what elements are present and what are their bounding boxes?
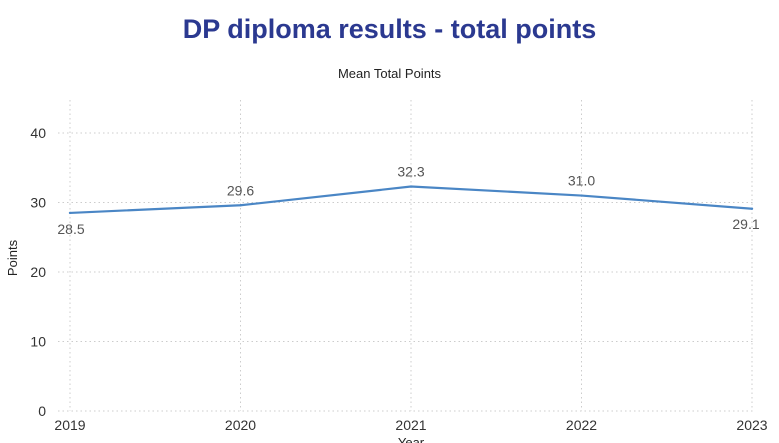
x-tick-label: 2023 <box>736 417 767 433</box>
x-tick-label: 2020 <box>225 417 256 433</box>
data-label: 28.5 <box>57 221 84 237</box>
y-tick-label: 10 <box>30 334 46 350</box>
x-axis-label: Year <box>398 435 425 443</box>
x-tick-label: 2021 <box>395 417 426 433</box>
page-title: DP diploma results - total points <box>182 14 597 44</box>
y-axis-ticks: 0 10 20 30 40 <box>30 125 46 419</box>
x-tick-label: 2022 <box>566 417 597 433</box>
y-tick-label: 20 <box>30 264 46 280</box>
data-point <box>580 194 583 197</box>
data-labels: 28.5 29.6 32.3 31.0 29.1 <box>57 164 759 237</box>
x-tick-label: 2019 <box>54 417 85 433</box>
y-axis-label: Points <box>5 239 20 276</box>
data-label: 29.1 <box>732 216 759 232</box>
data-label: 31.0 <box>568 173 595 189</box>
data-point <box>68 211 72 215</box>
grid-lines <box>58 100 754 412</box>
data-point <box>409 185 413 188</box>
data-label: 32.3 <box>397 164 424 180</box>
chart-title: Mean Total Points <box>337 66 442 81</box>
data-label: 29.6 <box>227 182 254 198</box>
x-axis-ticks: 2019 2020 2021 2022 2023 <box>54 417 767 433</box>
y-tick-label: 40 <box>30 125 46 141</box>
data-point <box>750 207 754 210</box>
data-point <box>239 204 242 207</box>
y-tick-label: 30 <box>30 195 46 211</box>
y-tick-label: 0 <box>38 403 46 419</box>
series-layer <box>68 185 754 215</box>
